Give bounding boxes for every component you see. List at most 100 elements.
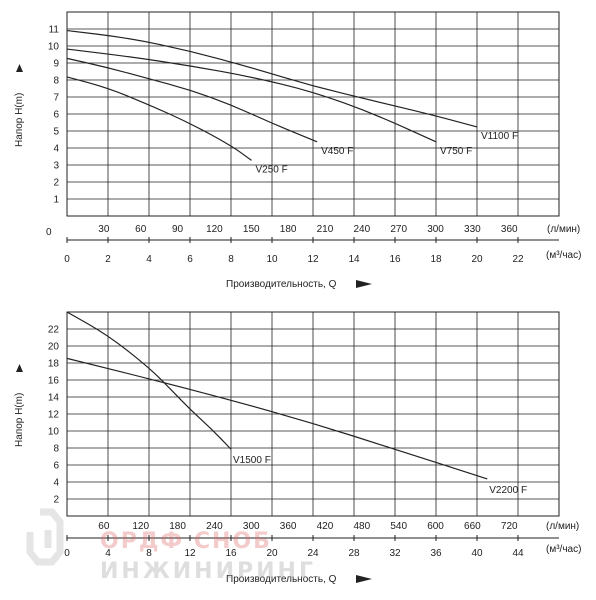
- y-tick-label: 1: [53, 195, 59, 206]
- x-tick-label-m3: 14: [348, 254, 360, 265]
- top-y-tick-labels: 1 2 3 4 5 6 7 8 9 10 11: [48, 25, 60, 206]
- top-x-axis-arrow-icon: [356, 280, 372, 288]
- bottom-chart-grid: [67, 312, 559, 516]
- top-chart-frame: [66, 11, 560, 217]
- y-tick-label: 20: [48, 342, 60, 353]
- series-curve-v750-f: [66, 48, 437, 143]
- x-tick-label-lmin: 330: [464, 224, 481, 235]
- x-tick-label-lmin: 240: [353, 224, 370, 235]
- bottom-y-tick-labels: 2 4 6 8 10 12 14 16 18 20 22: [48, 325, 60, 506]
- bottom-x-axis-ticks: [66, 535, 519, 541]
- x-tick-label-lmin: 270: [390, 224, 407, 235]
- x-tick-label-lmin: 120: [206, 224, 223, 235]
- x-tick-label-m3: 20: [471, 254, 483, 265]
- x-tick-label-m3: 4: [105, 548, 111, 559]
- y-tick-label: 7: [53, 93, 59, 104]
- x-tick-label-lmin: 30: [98, 224, 110, 235]
- top-chart-curves: [66, 29, 478, 161]
- x-tick-label-lmin: 360: [280, 521, 297, 532]
- x-tick-label-m3: 40: [471, 548, 483, 559]
- y-tick-label: 4: [53, 478, 59, 489]
- x-tick-label-m3: 20: [266, 548, 278, 559]
- top-x-axis-label: Производительность, Q: [226, 279, 337, 290]
- top-x-tick-labels-m3: 0 2 4 6 8 10 12 14 16 18 20 22: [64, 254, 524, 265]
- y-tick-label: 14: [48, 393, 60, 404]
- x-tick-label-lmin: 90: [172, 224, 184, 235]
- y-tick-label: 11: [49, 25, 60, 36]
- x-tick-label-lmin: 300: [243, 521, 260, 532]
- x-tick-label-lmin: 120: [132, 521, 149, 532]
- y-tick-label: 6: [53, 110, 59, 121]
- x-tick-label-lmin: 150: [243, 224, 260, 235]
- x-tick-label-m3: 0: [64, 254, 70, 265]
- y-tick-label: 2: [53, 495, 59, 506]
- x-tick-label-m3: 16: [225, 548, 237, 559]
- bottom-x-tick-labels-lmin: 60 120 180 240 300 360 420 480 540 600 660 720: [98, 521, 518, 532]
- bottom-x-unit-m3: (м³/час): [546, 544, 581, 555]
- y-tick-label: 18: [48, 359, 60, 370]
- series-label: V450 F: [321, 146, 353, 157]
- series-label: V250 F: [256, 164, 288, 175]
- x-tick-label-m3: 16: [389, 254, 401, 265]
- x-tick-label-m3: 10: [266, 254, 278, 265]
- y-tick-label: 10: [48, 42, 60, 53]
- bottom-x-tick-labels-m3: 0 4 8 12 16 20 24 28 32 36 40 44: [64, 548, 524, 559]
- x-tick-label-m3: 8: [228, 254, 234, 265]
- y-tick-label: 8: [53, 444, 59, 455]
- y-tick-label: 12: [48, 410, 60, 421]
- series-label: V750 F: [440, 146, 472, 157]
- top-x-tick-labels-lmin: 30 60 90 120 150 180 210 240 270 300 330 360: [98, 224, 518, 235]
- top-y-axis-label: Напор H(m): [14, 93, 25, 147]
- x-tick-label-m3: 0: [64, 548, 70, 559]
- x-tick-label-lmin: 180: [169, 521, 186, 532]
- series-curve-v1100-f: [66, 29, 478, 128]
- x-tick-label-m3: 6: [187, 254, 193, 265]
- bottom-y-axis-label: Напор H(m): [14, 393, 25, 447]
- y-tick-label: 22: [48, 325, 60, 336]
- y-tick-label: 16: [48, 376, 60, 387]
- top-chart-grid: [67, 12, 559, 216]
- top-zero-label: 0: [46, 227, 52, 238]
- y-tick-label: 2: [53, 178, 59, 189]
- y-tick-label: 3: [53, 161, 59, 172]
- y-tick-label: 9: [53, 59, 59, 70]
- x-tick-label-lmin: 660: [464, 521, 481, 532]
- x-tick-label-lmin: 210: [317, 224, 334, 235]
- series-curve-v2200-f: [66, 357, 488, 480]
- x-tick-label-m3: 8: [146, 548, 152, 559]
- watermark-shield-icon: [26, 508, 64, 566]
- watermark-text-line2: ИНЖИНИРИНГ: [100, 559, 316, 584]
- top-x-unit-m3: (м³/час): [546, 250, 581, 261]
- top-x-unit-lmin: (л/мин): [547, 224, 580, 235]
- x-tick-label-lmin: 180: [280, 224, 297, 235]
- y-tick-label: 6: [53, 461, 59, 472]
- bottom-x-axis-label: Производительность, Q: [226, 574, 337, 585]
- bottom-chart-frame: [66, 311, 560, 517]
- x-tick-label-lmin: 720: [501, 521, 518, 532]
- series-curve-v1500-f: [66, 311, 232, 450]
- x-tick-label-m3: 18: [430, 254, 442, 265]
- x-tick-label-m3: 32: [389, 548, 401, 559]
- x-tick-label-lmin: 240: [206, 521, 223, 532]
- watermark-text-line1: ОРДФ СНОБ: [100, 529, 272, 554]
- bottom-x-axis-arrow-icon: [356, 575, 372, 583]
- series-label: V1500 F: [233, 455, 271, 466]
- bottom-series-labels: V1500 F V2200 F: [233, 455, 527, 496]
- bottom-chart-curves: [66, 311, 488, 480]
- x-tick-label-m3: 12: [307, 254, 319, 265]
- x-tick-label-lmin: 60: [135, 224, 147, 235]
- x-tick-label-m3: 24: [307, 548, 319, 559]
- x-tick-label-m3: 12: [184, 548, 196, 559]
- bottom-y-axis-arrow-icon: [16, 364, 23, 372]
- series-curve-v450-f: [66, 57, 318, 143]
- top-y-axis-arrow-icon: [16, 64, 23, 72]
- series-curve-v250-f: [66, 76, 252, 161]
- x-tick-label-lmin: 600: [427, 521, 444, 532]
- series-label: V1100 F: [481, 131, 518, 142]
- y-tick-label: 4: [53, 144, 59, 155]
- x-tick-label-m3: 4: [146, 254, 152, 265]
- x-tick-label-m3: 44: [512, 548, 524, 559]
